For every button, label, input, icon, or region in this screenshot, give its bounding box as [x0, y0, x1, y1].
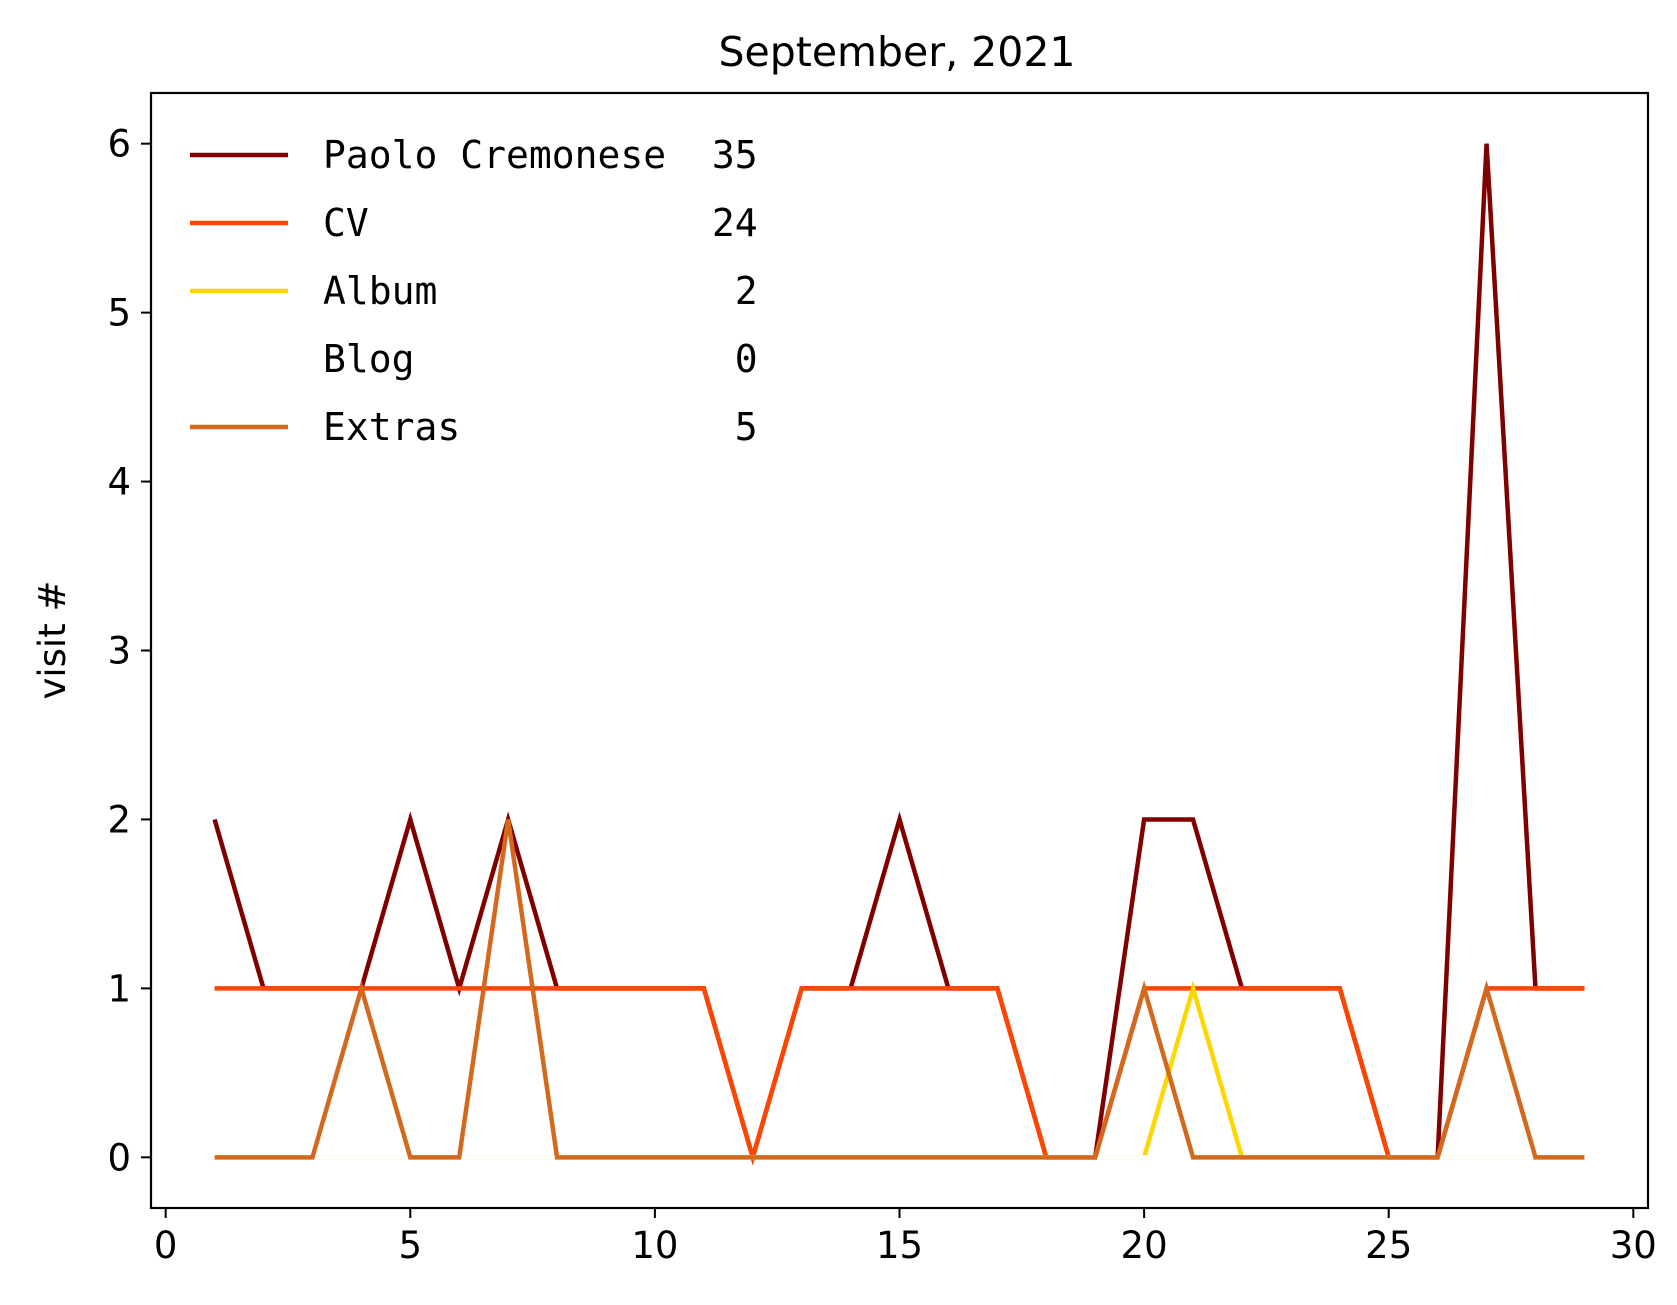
x-tick-label: 5 [399, 1224, 423, 1267]
x-tick-label: 10 [631, 1224, 678, 1267]
legend-label-album: Album 2 [323, 269, 758, 313]
series-line-album [214, 980, 1585, 1160]
y-tick-label: 2 [107, 798, 131, 841]
legend-label-extras: Extras 5 [323, 405, 758, 449]
y-tick-label: 3 [107, 630, 131, 673]
legend-label-cv: CV 24 [323, 201, 758, 245]
y-axis: 0 1 2 3 4 5 6 [107, 123, 151, 1179]
series-layer [212, 143, 1585, 1166]
y-tick-label: 6 [107, 123, 131, 166]
legend-label-paolo-cremonese: Paolo Cremonese 35 [323, 133, 758, 177]
y-tick-label: 4 [107, 461, 131, 504]
y-axis-label: visit # [31, 580, 74, 699]
legend: Paolo Cremonese 35 CV 24 Album 2 Blog 0 Extr… [190, 133, 758, 449]
series-line-extras [214, 819, 1585, 1160]
x-tick-label: 0 [154, 1224, 178, 1267]
series-line-cv [214, 986, 1585, 1166]
y-tick-label: 0 [107, 1136, 131, 1179]
x-tick-label: 20 [1121, 1224, 1168, 1267]
y-tick-label: 1 [107, 967, 131, 1010]
x-axis: 0 5 10 15 20 25 30 [154, 1208, 1657, 1267]
chart-title: September, 2021 [718, 28, 1075, 76]
x-tick-label: 15 [876, 1224, 923, 1267]
x-tick-label: 30 [1610, 1224, 1657, 1267]
legend-label-blog: Blog 0 [323, 337, 758, 381]
y-tick-label: 5 [107, 292, 131, 335]
x-tick-label: 25 [1365, 1224, 1412, 1267]
